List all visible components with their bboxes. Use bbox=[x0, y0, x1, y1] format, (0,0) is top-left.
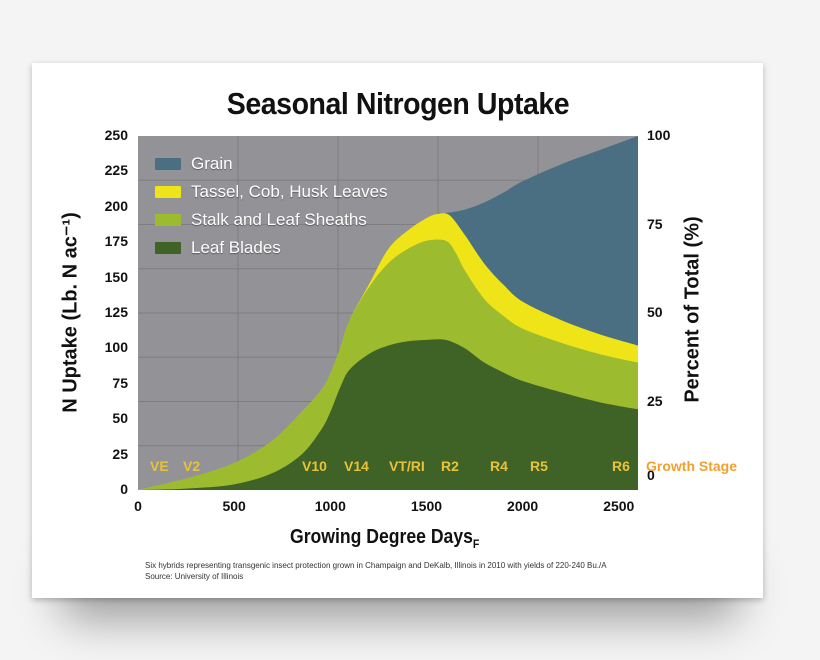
y-axis-label: N Uptake (Lb. N ac⁻¹) bbox=[59, 212, 82, 413]
legend-item: Grain bbox=[155, 150, 388, 178]
y-tick: 100 bbox=[104, 339, 128, 356]
y-tick: 150 bbox=[104, 268, 128, 285]
footnote: Six hybrids representing transgenic inse… bbox=[145, 560, 607, 582]
y-tick: 50 bbox=[112, 410, 128, 427]
y2-tick: 50 bbox=[647, 304, 663, 320]
legend-item: Stalk and Leaf Sheaths bbox=[155, 206, 388, 234]
y-tick: 0 bbox=[120, 481, 128, 497]
growth-stage-r5: R5 bbox=[530, 458, 548, 474]
legend-item: Leaf Blades bbox=[155, 234, 388, 262]
footnote-text: Six hybrids representing transgenic inse… bbox=[145, 561, 607, 570]
y2-tick: 25 bbox=[647, 392, 663, 409]
y2-tick: 100 bbox=[647, 127, 671, 143]
x-axis-label: Growing Degree DaysF bbox=[290, 526, 479, 551]
growth-stage-v2: V2 bbox=[183, 458, 201, 474]
growth-stage-v10: V10 bbox=[302, 458, 327, 474]
growth-stage-r4: R4 bbox=[490, 458, 508, 474]
source-text: Source: University of Illinois bbox=[145, 572, 244, 581]
legend-swatch bbox=[155, 214, 181, 226]
y2-axis-label: Percent of Total (%) bbox=[681, 216, 704, 403]
growth-stage-ve: VE bbox=[150, 458, 169, 474]
y-tick: 225 bbox=[104, 162, 128, 179]
legend: Grain Tassel, Cob, Husk Leaves Stalk and L… bbox=[155, 150, 388, 262]
y-tick: 25 bbox=[112, 445, 128, 462]
y2-tick: 75 bbox=[647, 215, 663, 232]
y-tick: 200 bbox=[104, 197, 128, 214]
y2-tick: 0 bbox=[647, 467, 655, 483]
y-tick: 250 bbox=[104, 127, 128, 143]
x-tick: 2500 bbox=[603, 498, 635, 514]
legend-swatch bbox=[155, 158, 181, 170]
x-tick: 500 bbox=[222, 498, 246, 514]
x-tick: 2000 bbox=[507, 498, 539, 514]
legend-swatch bbox=[155, 186, 181, 198]
x-tick: 1000 bbox=[314, 498, 346, 514]
x-tick: 1500 bbox=[410, 498, 443, 514]
y-tick: 75 bbox=[112, 374, 128, 391]
growth-stage-r6: R6 bbox=[612, 458, 630, 474]
area-leaf-blades bbox=[138, 339, 638, 490]
y-tick: 125 bbox=[104, 304, 128, 320]
legend-label: Grain bbox=[191, 154, 233, 173]
growth-stage-vt-ri: VT/RI bbox=[389, 458, 425, 474]
legend-label: Stalk and Leaf Sheaths bbox=[191, 210, 367, 229]
growth-stage-r2: R2 bbox=[441, 458, 459, 474]
growth-stage-label: Growth Stage bbox=[646, 458, 738, 474]
legend-item: Tassel, Cob, Husk Leaves bbox=[155, 178, 388, 206]
legend-swatch bbox=[155, 242, 181, 254]
x-axis-label-subscript: F bbox=[472, 537, 480, 551]
growth-stage-v14: V14 bbox=[344, 458, 369, 474]
legend-label: Leaf Blades bbox=[191, 238, 281, 257]
x-tick: 0 bbox=[134, 498, 142, 514]
y-tick: 175 bbox=[104, 233, 128, 250]
legend-label: Tassel, Cob, Husk Leaves bbox=[191, 182, 388, 201]
x-axis-label-text: Growing Degree Days bbox=[290, 526, 473, 548]
chart-title: Seasonal Nitrogen Uptake bbox=[226, 86, 570, 121]
